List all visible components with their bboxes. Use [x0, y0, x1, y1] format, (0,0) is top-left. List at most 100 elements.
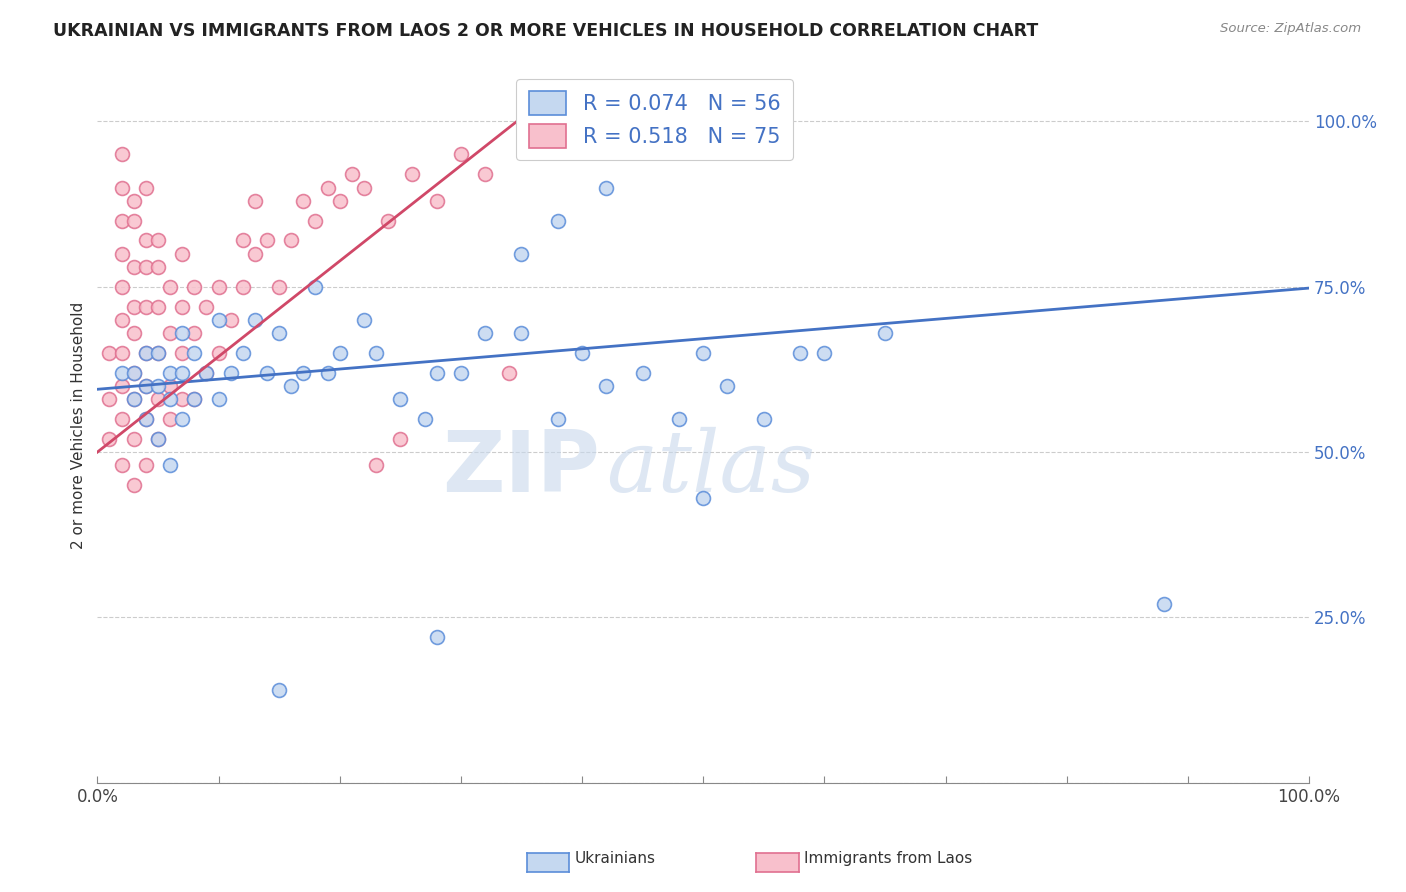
- Point: [159, 392, 181, 407]
- Point: [110, 180, 132, 194]
- Point: [172, 326, 194, 340]
- Point: [135, 260, 157, 274]
- Text: Immigrants from Laos: Immigrants from Laos: [804, 851, 973, 865]
- Point: [219, 313, 242, 327]
- Text: Ukrainians: Ukrainians: [575, 851, 657, 865]
- Point: [280, 234, 302, 248]
- Legend: R = 0.074   N = 56, R = 0.518   N = 75: R = 0.074 N = 56, R = 0.518 N = 75: [516, 78, 793, 161]
- Point: [183, 346, 205, 360]
- Point: [522, 134, 544, 148]
- Point: [571, 346, 593, 360]
- Point: [243, 313, 266, 327]
- Point: [172, 412, 194, 426]
- Point: [172, 392, 194, 407]
- Point: [146, 300, 169, 314]
- Point: [873, 326, 896, 340]
- Point: [146, 346, 169, 360]
- Point: [377, 213, 399, 227]
- Point: [183, 392, 205, 407]
- Point: [122, 326, 145, 340]
- Point: [146, 379, 169, 393]
- Point: [668, 412, 690, 426]
- Point: [146, 392, 169, 407]
- Point: [172, 300, 194, 314]
- Point: [426, 630, 449, 644]
- Point: [135, 234, 157, 248]
- Point: [789, 346, 811, 360]
- Point: [159, 326, 181, 340]
- Point: [510, 326, 533, 340]
- Point: [110, 412, 132, 426]
- Point: [135, 300, 157, 314]
- Point: [183, 279, 205, 293]
- Point: [122, 260, 145, 274]
- Point: [110, 346, 132, 360]
- Point: [110, 458, 132, 473]
- Point: [353, 313, 375, 327]
- Point: [159, 458, 181, 473]
- Point: [146, 432, 169, 446]
- Point: [256, 366, 278, 380]
- Point: [146, 260, 169, 274]
- Point: [498, 366, 520, 380]
- Point: [474, 167, 496, 181]
- Point: [364, 346, 387, 360]
- Point: [110, 366, 132, 380]
- Point: [813, 346, 835, 360]
- Point: [269, 279, 291, 293]
- Point: [110, 379, 132, 393]
- Point: [135, 379, 157, 393]
- Point: [183, 392, 205, 407]
- Text: ZIP: ZIP: [443, 427, 600, 510]
- Point: [329, 346, 352, 360]
- Point: [172, 366, 194, 380]
- Point: [364, 458, 387, 473]
- Point: [110, 147, 132, 161]
- Point: [232, 346, 254, 360]
- Point: [232, 234, 254, 248]
- Point: [1153, 597, 1175, 611]
- Point: [110, 313, 132, 327]
- Point: [389, 392, 412, 407]
- Point: [146, 432, 169, 446]
- Point: [292, 366, 315, 380]
- Point: [292, 194, 315, 208]
- Point: [716, 379, 738, 393]
- Point: [135, 346, 157, 360]
- Point: [401, 167, 423, 181]
- Point: [595, 379, 617, 393]
- Point: [195, 366, 218, 380]
- Point: [329, 194, 352, 208]
- Point: [413, 412, 436, 426]
- Point: [631, 366, 654, 380]
- Point: [172, 346, 194, 360]
- Point: [122, 213, 145, 227]
- Point: [474, 326, 496, 340]
- Point: [304, 213, 326, 227]
- Point: [510, 246, 533, 260]
- Point: [316, 366, 339, 380]
- Point: [207, 346, 229, 360]
- Point: [692, 346, 714, 360]
- Point: [256, 234, 278, 248]
- Point: [571, 121, 593, 136]
- Point: [207, 279, 229, 293]
- Point: [219, 366, 242, 380]
- Point: [122, 300, 145, 314]
- Point: [195, 366, 218, 380]
- Text: atlas: atlas: [606, 427, 815, 510]
- Point: [135, 458, 157, 473]
- Point: [159, 412, 181, 426]
- Point: [232, 279, 254, 293]
- Point: [340, 167, 363, 181]
- Point: [280, 379, 302, 393]
- Text: Source: ZipAtlas.com: Source: ZipAtlas.com: [1220, 22, 1361, 36]
- Point: [426, 194, 449, 208]
- Point: [135, 412, 157, 426]
- Point: [146, 234, 169, 248]
- Point: [135, 379, 157, 393]
- Point: [110, 246, 132, 260]
- Point: [122, 478, 145, 492]
- Y-axis label: 2 or more Vehicles in Household: 2 or more Vehicles in Household: [72, 302, 86, 549]
- Point: [110, 279, 132, 293]
